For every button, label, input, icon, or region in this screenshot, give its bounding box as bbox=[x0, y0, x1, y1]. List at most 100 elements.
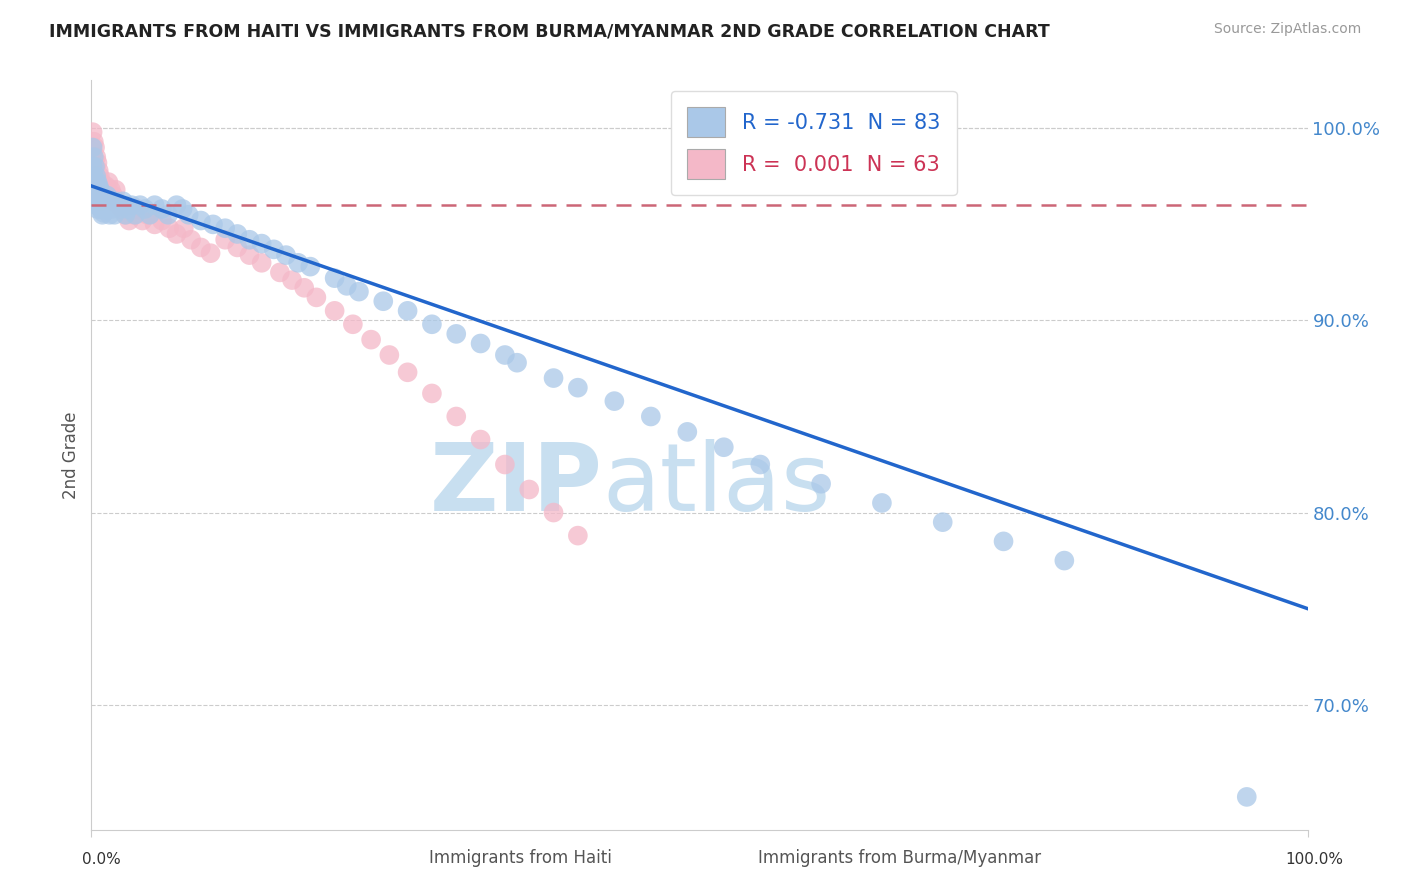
Point bbox=[166, 227, 188, 241]
Point bbox=[444, 326, 467, 341]
Point bbox=[86, 202, 108, 216]
Point bbox=[100, 183, 122, 197]
Point bbox=[90, 194, 112, 209]
Point bbox=[82, 125, 104, 139]
Point bbox=[134, 202, 156, 216]
Point bbox=[177, 208, 200, 222]
Point bbox=[470, 336, 492, 351]
Point bbox=[323, 271, 346, 285]
Point bbox=[89, 183, 111, 197]
Point bbox=[84, 175, 107, 189]
Point bbox=[82, 160, 104, 174]
Point bbox=[517, 483, 540, 497]
Point bbox=[250, 236, 273, 251]
Point bbox=[305, 290, 328, 304]
Point bbox=[292, 281, 315, 295]
Point bbox=[117, 202, 139, 216]
Point bbox=[214, 233, 236, 247]
Point bbox=[342, 318, 364, 332]
Point bbox=[87, 178, 110, 193]
Point bbox=[83, 135, 105, 149]
Point bbox=[84, 160, 107, 174]
Point bbox=[110, 202, 132, 216]
Point bbox=[150, 202, 173, 216]
Point bbox=[84, 160, 107, 174]
Point bbox=[870, 496, 893, 510]
Point bbox=[238, 248, 260, 262]
Point bbox=[93, 206, 115, 220]
Point bbox=[124, 208, 146, 222]
Point bbox=[94, 188, 117, 202]
Text: IMMIGRANTS FROM HAITI VS IMMIGRANTS FROM BURMA/MYANMAR 2ND GRADE CORRELATION CHA: IMMIGRANTS FROM HAITI VS IMMIGRANTS FROM… bbox=[49, 22, 1050, 40]
Point bbox=[323, 303, 346, 318]
Point bbox=[226, 227, 249, 241]
Point bbox=[131, 213, 153, 227]
Point bbox=[396, 303, 419, 318]
Text: 0.0%: 0.0% bbox=[82, 852, 121, 867]
Point bbox=[214, 221, 236, 235]
Point bbox=[172, 202, 194, 216]
Point bbox=[93, 183, 115, 197]
Point bbox=[87, 193, 110, 207]
Point bbox=[104, 183, 127, 197]
Point bbox=[543, 371, 565, 385]
Point bbox=[494, 458, 516, 472]
Point bbox=[250, 256, 273, 270]
Point bbox=[543, 506, 565, 520]
Point bbox=[1053, 553, 1076, 567]
Legend: R = -0.731  N = 83, R =  0.001  N = 63: R = -0.731 N = 83, R = 0.001 N = 63 bbox=[671, 91, 956, 195]
Point bbox=[96, 188, 118, 202]
Point bbox=[89, 188, 111, 202]
Point bbox=[263, 243, 285, 257]
Point bbox=[931, 515, 953, 529]
Point bbox=[107, 198, 129, 212]
Point bbox=[378, 348, 401, 362]
Point bbox=[89, 169, 111, 184]
Point bbox=[190, 213, 212, 227]
Point bbox=[136, 208, 159, 222]
Point bbox=[567, 528, 589, 542]
Point bbox=[274, 248, 297, 262]
Point bbox=[101, 194, 124, 209]
Point bbox=[100, 194, 122, 209]
Point bbox=[93, 193, 115, 207]
Point bbox=[87, 163, 110, 178]
Point bbox=[200, 246, 222, 260]
Y-axis label: 2nd Grade: 2nd Grade bbox=[62, 411, 80, 499]
Point bbox=[360, 333, 382, 347]
Point bbox=[143, 218, 166, 232]
Point bbox=[94, 178, 117, 193]
Point bbox=[91, 178, 114, 193]
Point bbox=[103, 198, 125, 212]
Point bbox=[98, 188, 121, 202]
Point bbox=[111, 202, 134, 216]
Point bbox=[127, 202, 149, 216]
Point bbox=[114, 208, 136, 222]
Point bbox=[567, 381, 589, 395]
Point bbox=[470, 433, 492, 447]
Point bbox=[86, 175, 108, 189]
Text: Source: ZipAtlas.com: Source: ZipAtlas.com bbox=[1213, 22, 1361, 37]
Point bbox=[143, 198, 166, 212]
Point bbox=[89, 198, 111, 212]
Point bbox=[281, 273, 304, 287]
Point bbox=[94, 202, 117, 216]
Point bbox=[420, 318, 443, 332]
Point bbox=[90, 202, 112, 216]
Point bbox=[156, 208, 179, 222]
Point bbox=[118, 213, 141, 227]
Point bbox=[91, 208, 114, 222]
Point bbox=[101, 202, 124, 216]
Text: ZIP: ZIP bbox=[429, 439, 602, 531]
Point bbox=[84, 169, 107, 184]
Point bbox=[83, 178, 105, 193]
Point bbox=[90, 175, 112, 189]
Point bbox=[420, 386, 443, 401]
Point bbox=[90, 188, 112, 202]
Point bbox=[269, 265, 291, 279]
Point bbox=[86, 188, 108, 202]
Point bbox=[86, 175, 108, 189]
Point bbox=[84, 198, 107, 212]
Point bbox=[180, 233, 202, 247]
Point bbox=[396, 365, 419, 379]
